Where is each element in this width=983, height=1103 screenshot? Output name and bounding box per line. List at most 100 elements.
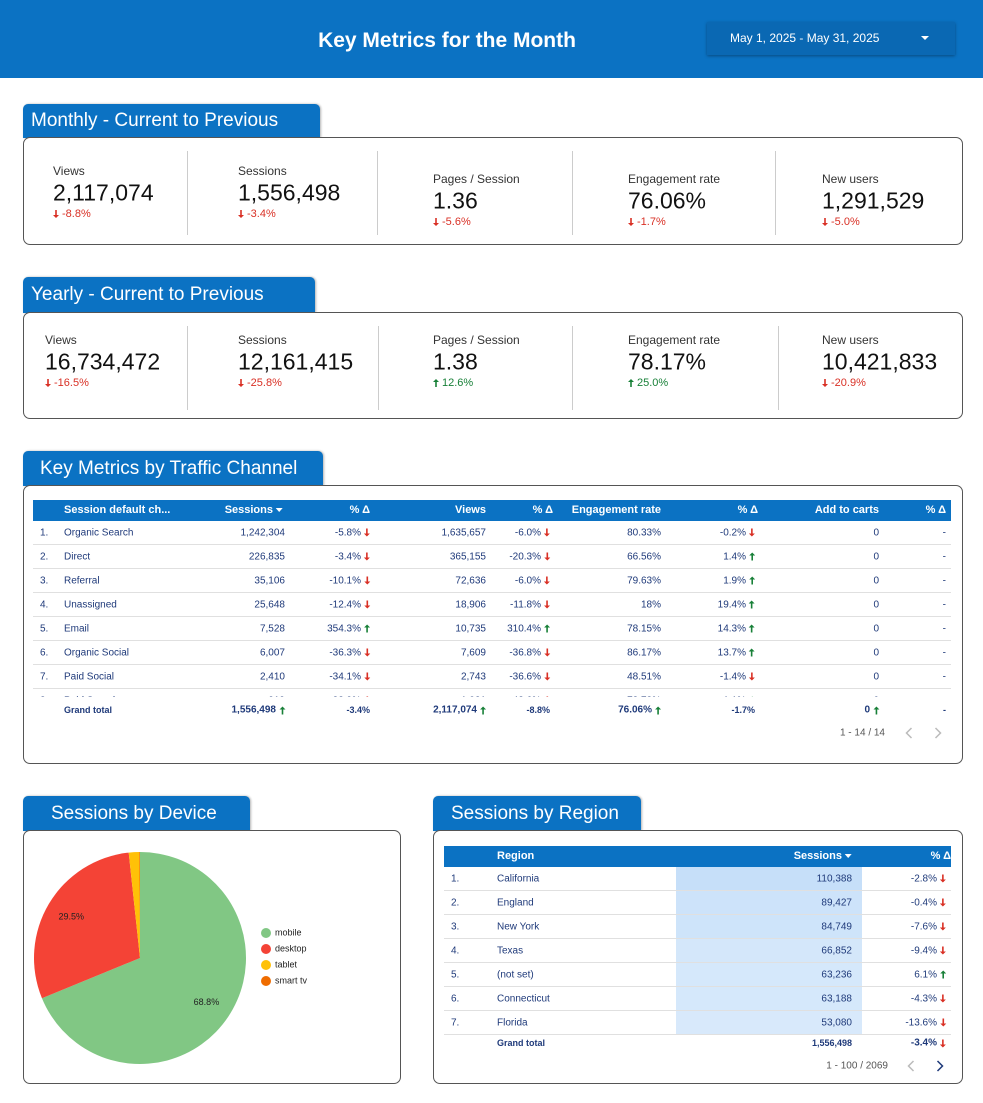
page-button[interactable] [934,727,942,739]
delta-cell: - [943,599,946,610]
trend-arrow [940,1039,946,1047]
table-cell: 7,528 [259,623,285,634]
trend-arrow [822,379,828,387]
table-cell: (not set) [497,969,534,980]
kpi-change: -1.7% [628,216,666,228]
table-cell: Direct [64,551,91,562]
column-title: Views [455,504,486,516]
table-cell: 5. [451,969,460,980]
legend-label: desktop [275,943,307,953]
row-divider [33,664,951,665]
trend-arrow [544,672,550,681]
kpi-label: Sessions [238,164,287,178]
divider [572,151,573,235]
table-cell: 66.56% [627,551,661,562]
divider [775,151,776,235]
heat-cell [676,963,862,987]
delta-text: -38.9% [329,695,361,697]
row-divider [33,616,951,617]
delta-text: -5.6% [442,216,471,228]
table-cell: 5. [40,623,49,634]
trend-arrow [364,672,370,681]
arrow-shape [366,696,368,697]
heat-cell [676,1011,862,1035]
kpi-value: 10,421,833 [822,348,938,375]
kpi-value: 1.38 [433,348,478,375]
delta-text: -6.0% [514,575,541,586]
delta-text: -43.6% [509,695,541,697]
page-button[interactable] [907,1060,915,1072]
delta-cell: -5.8% [335,527,370,538]
arrow-shape [544,600,550,609]
delta-text: -1.7% [637,216,666,228]
trend-arrow [544,624,550,633]
table-cell: 1. [40,527,49,538]
total-cell: Grand total [64,705,113,715]
table-cell: 53,080 [821,1017,852,1028]
page-button[interactable] [905,727,913,739]
delta-text: -20.9% [831,377,866,389]
table-cell: England [497,897,534,908]
trend-arrow [940,946,946,955]
kpi-label: New users [822,172,879,186]
table-card [433,830,963,1084]
row-divider [33,640,951,641]
slice-label: 68.8% [194,997,220,1007]
heat-cell [676,939,862,963]
kpi-change: -20.9% [822,377,866,389]
table-cell: 66,852 [821,945,852,956]
kpi-label: New users [822,333,879,347]
trend-arrow [749,576,755,585]
section-tab: Monthly - Current to Previous [23,104,320,138]
arrow-shape [749,624,755,633]
caret-shape [276,508,283,512]
trend-arrow [238,379,244,387]
column-header: Sessions [794,850,852,862]
column-title: % Δ [930,850,951,862]
column-header: Sessions [225,504,283,516]
delta-cell: 1.4% [723,551,755,562]
table-cell: Organic Search [64,527,134,538]
row-divider [444,890,951,891]
legend-label: tablet [275,959,298,969]
arrow-shape [546,696,548,697]
delta-text: 1.1% [723,695,746,697]
legend-swatch [261,928,271,938]
delta-cell: 14.3% [718,623,755,634]
delta-text: 6.1% [914,969,937,980]
trend-arrow [749,648,755,657]
date-picker[interactable]: May 1, 2025 - May 31, 2025 [707,22,955,55]
page-button[interactable] [936,1060,944,1072]
row-divider [444,962,951,963]
chevron [936,1060,944,1072]
delta-text: -20.3% [509,551,541,562]
trend-arrow [53,210,59,218]
delta-cell: -0.4% [911,897,946,908]
table-cell: 3. [40,575,49,586]
column-title: % Δ [925,504,946,516]
caret-shape [845,854,852,858]
table-cell: 86.17% [627,647,661,658]
table-header [444,846,951,867]
arrow-shape [544,648,550,657]
delta-cell: -2.8% [911,873,946,884]
delta-cell: -38.9% [329,695,370,697]
kpi-change: -5.6% [433,216,471,228]
delta-text: - [942,551,946,562]
table-cell: 0 [873,527,879,538]
table-cell: 0 [873,647,879,658]
delta-cell: -13.6% [905,1017,946,1028]
table-cell: 1,021 [461,695,486,697]
kpi-value: 1.36 [433,187,478,214]
delta-text: 14.3% [717,623,746,634]
chevron [907,1060,915,1072]
table-cell: Paid Social [64,671,115,682]
arrow-shape [544,528,550,537]
delta-cell: -36.6% [509,671,550,682]
trend-arrow [364,600,370,609]
section-tab: Yearly - Current to Previous [23,277,315,313]
trend-arrow [364,648,370,657]
table-cell: 8. [40,695,48,697]
table-cell: 10,735 [455,623,486,634]
